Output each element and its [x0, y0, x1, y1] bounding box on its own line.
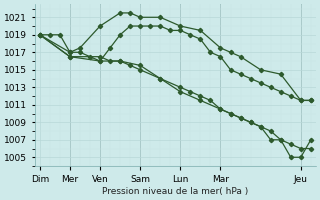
X-axis label: Pression niveau de la mer( hPa ): Pression niveau de la mer( hPa ) [102, 187, 248, 196]
